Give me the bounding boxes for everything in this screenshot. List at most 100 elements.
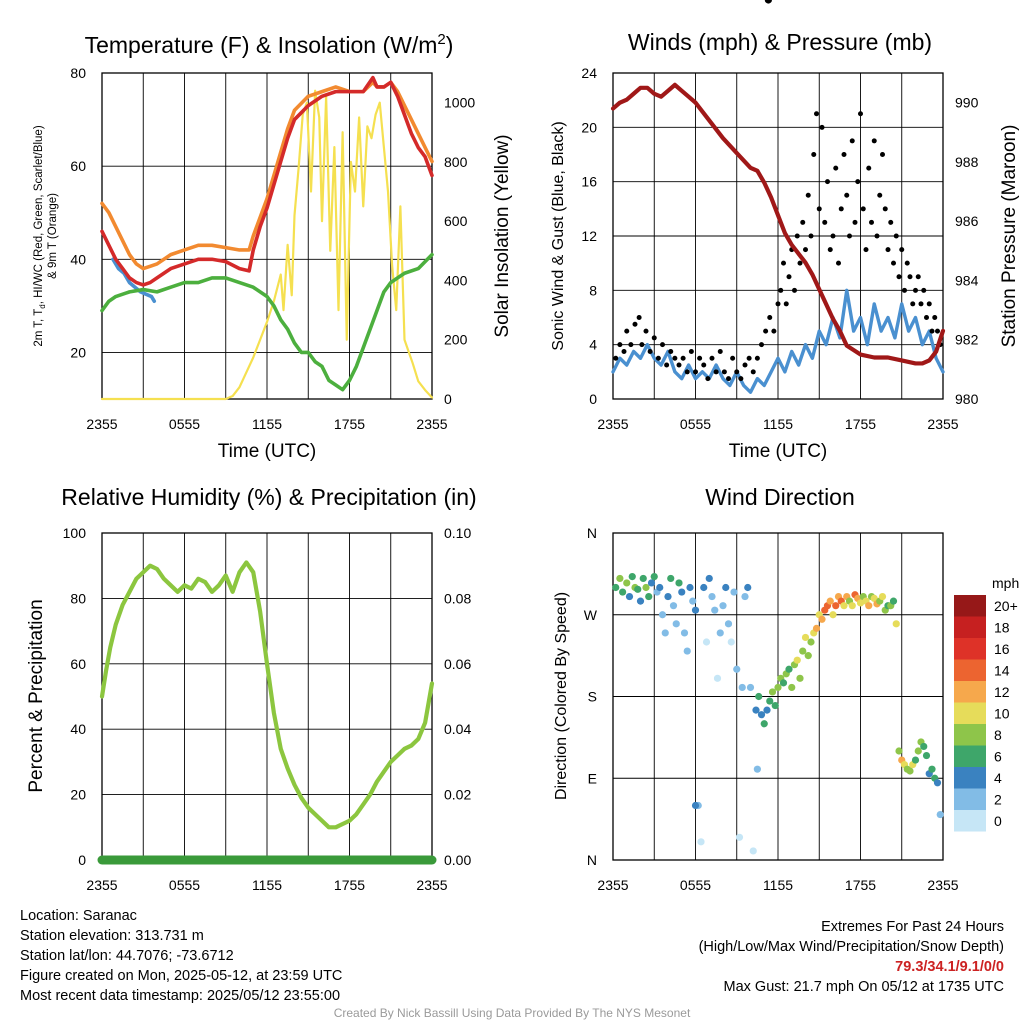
gust-point bbox=[647, 348, 653, 354]
gust-point bbox=[841, 152, 847, 157]
gust-point bbox=[655, 355, 661, 361]
y2-tick-label: 0.00 bbox=[444, 852, 471, 868]
gust-point bbox=[775, 301, 781, 307]
gust-point bbox=[668, 348, 674, 354]
colorbar-swatch bbox=[954, 638, 986, 660]
gust-point bbox=[866, 165, 872, 171]
y2-tick-label: 1000 bbox=[444, 95, 475, 111]
x-tick-label: 2355 bbox=[86, 416, 117, 432]
gust-point bbox=[742, 362, 748, 368]
x-tick-label: 2355 bbox=[597, 877, 628, 893]
gust-point bbox=[771, 328, 777, 334]
colorbar-label: 12 bbox=[994, 684, 1010, 700]
y-tick-label: 40 bbox=[70, 721, 86, 737]
y2-tick-label: 600 bbox=[444, 213, 468, 229]
direction-point bbox=[661, 629, 669, 637]
gust-point bbox=[800, 219, 806, 225]
direction-point bbox=[752, 706, 760, 714]
sonic-wind-line bbox=[611, 288, 945, 394]
gust-point bbox=[684, 369, 690, 375]
direction-point bbox=[616, 574, 624, 583]
gust-point bbox=[899, 247, 905, 253]
x-tick-label: 0555 bbox=[680, 877, 711, 893]
gust-point bbox=[849, 138, 855, 144]
y-tick-label: 12 bbox=[581, 228, 597, 244]
gust-point bbox=[693, 369, 698, 375]
y-tick-label: N bbox=[587, 852, 597, 868]
direction-point bbox=[645, 592, 653, 601]
gust-point bbox=[709, 355, 715, 361]
y-tick-label: 4 bbox=[589, 337, 597, 353]
colorbar-label: 6 bbox=[994, 748, 1002, 764]
gust-point bbox=[825, 179, 830, 185]
direction-point bbox=[686, 583, 694, 592]
gust-point bbox=[852, 219, 858, 225]
gust-point bbox=[688, 348, 694, 354]
direction-point bbox=[719, 602, 727, 610]
direction-point bbox=[928, 765, 936, 773]
colorbar-swatch bbox=[954, 659, 986, 681]
y-tick-label: 80 bbox=[70, 65, 86, 81]
direction-point bbox=[689, 597, 697, 605]
direction-point bbox=[755, 692, 763, 701]
plot-frame bbox=[612, 532, 944, 861]
colorbar-swatch bbox=[954, 616, 986, 638]
gust-point bbox=[763, 328, 769, 334]
gust-point bbox=[893, 233, 899, 239]
gust-point bbox=[705, 376, 711, 382]
gust-point bbox=[767, 315, 773, 320]
direction-point bbox=[658, 611, 667, 619]
station-latlon: Station lat/lon: 44.7076; -73.6712 bbox=[20, 948, 234, 964]
y-tick-label: 20 bbox=[70, 787, 86, 803]
y2-tick-label: 984 bbox=[955, 272, 979, 288]
y-tick-label: 60 bbox=[70, 656, 86, 672]
colorbar-label: 20+ bbox=[994, 598, 1018, 614]
direction-point bbox=[793, 656, 801, 664]
y2-tick-label: 0.04 bbox=[444, 721, 471, 737]
direction-point bbox=[733, 665, 741, 673]
gust-point bbox=[907, 274, 913, 280]
x-tick-label: 0555 bbox=[169, 416, 200, 432]
colorbar-swatch bbox=[954, 767, 986, 789]
plot-frame bbox=[612, 72, 944, 400]
y2-tick-label: 980 bbox=[955, 391, 979, 407]
direction-point bbox=[642, 583, 650, 592]
figure-created: Figure created on Mon, 2025-05-12, at 23… bbox=[20, 968, 343, 984]
gust-point bbox=[844, 192, 850, 198]
gust-point bbox=[621, 348, 627, 354]
y-tick-label: 16 bbox=[581, 174, 597, 190]
gust-point bbox=[808, 233, 814, 239]
direction-point bbox=[623, 579, 631, 587]
extremes-panel: Extremes For Past 24 Hours (High/Low/Max… bbox=[699, 917, 1004, 997]
colorbar-swatch bbox=[954, 724, 986, 746]
colorbar-swatch bbox=[954, 788, 986, 810]
gust-point bbox=[805, 192, 811, 198]
max-gust: Max Gust: 21.7 mph On 05/12 at 1735 UTC bbox=[723, 979, 1004, 995]
gust-point bbox=[896, 274, 902, 280]
gust-point bbox=[847, 233, 852, 239]
colorbar: mph 20+ 18 16 14 12 10 8 6 4 2 0 bbox=[954, 575, 1019, 832]
y-tick-label: 24 bbox=[581, 65, 597, 81]
gust-point bbox=[660, 342, 665, 348]
y-tick-label: 100 bbox=[63, 525, 87, 541]
gust-point bbox=[701, 362, 707, 368]
direction-point bbox=[664, 592, 672, 601]
gust-point bbox=[910, 301, 916, 307]
direction-point bbox=[771, 701, 779, 710]
gust-point bbox=[639, 342, 645, 348]
gust-point bbox=[816, 206, 822, 212]
gust-point bbox=[871, 138, 877, 144]
colorbar-swatch bbox=[954, 681, 986, 703]
gust-point bbox=[643, 328, 649, 334]
direction-point bbox=[865, 602, 873, 610]
gust-point bbox=[935, 328, 940, 334]
gust-point bbox=[874, 233, 880, 239]
gust-point bbox=[929, 328, 935, 334]
y2-tick-label: 988 bbox=[955, 154, 979, 170]
gust-point bbox=[624, 328, 630, 334]
chart-title: Temperature (F) & Insolation (W/m2) bbox=[85, 31, 454, 58]
direction-point bbox=[625, 592, 634, 601]
direction-point bbox=[914, 747, 922, 755]
x-tick-label: 1755 bbox=[334, 877, 365, 893]
